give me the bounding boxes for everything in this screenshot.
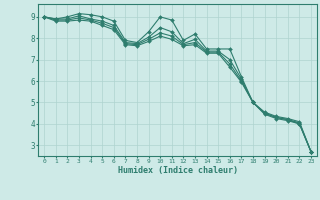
X-axis label: Humidex (Indice chaleur): Humidex (Indice chaleur) (118, 166, 238, 175)
